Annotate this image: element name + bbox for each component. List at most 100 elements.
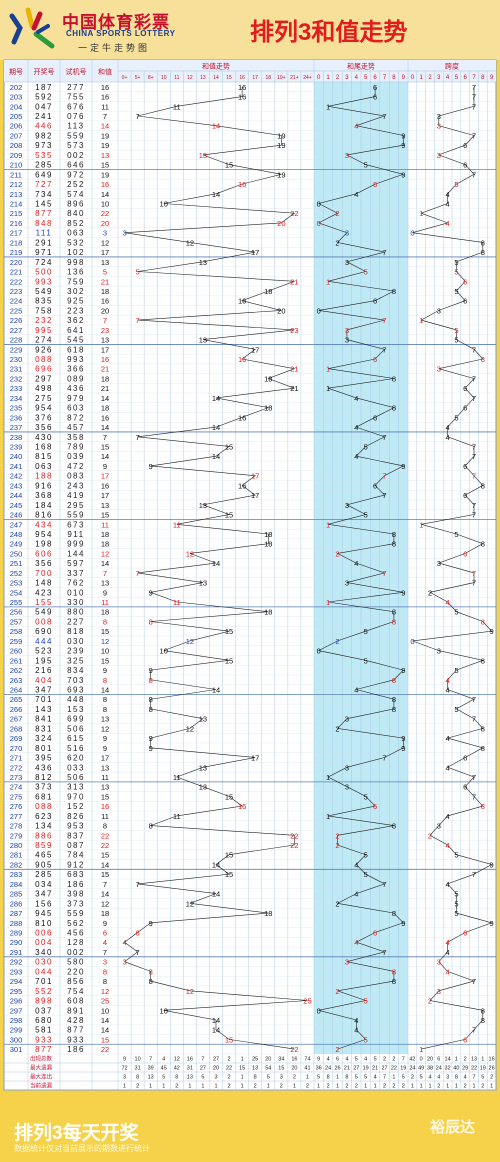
- sum-value: 8: [103, 977, 107, 986]
- stat-span-value: 1: [411, 1084, 414, 1090]
- draw-number: 430: [35, 433, 53, 442]
- span-trend-point: 7: [472, 773, 476, 782]
- test-number: 580: [67, 958, 85, 967]
- test-number: 457: [67, 423, 85, 432]
- tail-trend-point: 7: [382, 248, 386, 257]
- tail-trend-point: 5: [364, 161, 368, 170]
- tail-trend-point: 4: [354, 686, 358, 695]
- test-number: 428: [67, 1016, 85, 1025]
- draw-number: 198: [35, 540, 53, 549]
- issue-number: 270: [10, 744, 23, 753]
- issue-number: 268: [10, 724, 23, 733]
- sum-value: 15: [101, 627, 109, 636]
- draw-number: 188: [35, 472, 53, 481]
- tail-trend-point: 7: [382, 491, 386, 500]
- issue-number: 246: [10, 511, 23, 520]
- test-number: 618: [67, 345, 85, 354]
- test-number: 693: [67, 686, 85, 695]
- draw-number: 690: [35, 627, 53, 636]
- draw-number: 859: [35, 841, 53, 850]
- sum-trend-point: 15: [225, 792, 233, 801]
- sum-value: 15: [101, 870, 109, 879]
- issue-number: 261: [10, 656, 23, 665]
- sum-trend-point: 7: [136, 433, 140, 442]
- draw-number: 047: [35, 102, 53, 111]
- sum-value: 7: [103, 112, 107, 121]
- stat-tail-value: 2: [355, 1084, 358, 1090]
- tail-trend-point: 3: [345, 151, 349, 160]
- span-trend-point: 7: [472, 715, 476, 724]
- stat-tail-value: 1: [336, 1084, 339, 1090]
- tail-trend-point: 6: [373, 481, 377, 490]
- sum-trend-point: 21: [290, 277, 298, 286]
- stat-sum-value: 41: [304, 1066, 310, 1072]
- test-number: 852: [67, 219, 85, 228]
- tail-trend-point: 2: [335, 987, 339, 996]
- sum-value: 8: [103, 822, 107, 831]
- issue-number: 227: [10, 326, 23, 335]
- span-trend-point: 0: [410, 637, 414, 646]
- test-number: 186: [67, 880, 85, 889]
- test-number: 970: [67, 792, 85, 801]
- sum-value: 12: [101, 724, 109, 733]
- sum-value: 12: [101, 987, 109, 996]
- sum-trend-point: 19: [277, 141, 285, 150]
- tail-trend-point: 6: [373, 83, 377, 92]
- issue-number: 283: [10, 870, 23, 879]
- draw-number: 727: [35, 180, 53, 189]
- tail-trend-point: 8: [392, 404, 396, 413]
- sum-trend-point: 14: [212, 452, 220, 461]
- tail-trend-point: 0: [317, 219, 321, 228]
- draw-number: 535: [35, 151, 53, 160]
- test-number: 699: [67, 715, 85, 724]
- tail-trend-point: 4: [354, 938, 358, 947]
- issue-number: 209: [10, 151, 23, 160]
- issue-number: 280: [10, 841, 23, 850]
- column-header-span: 跨度: [445, 62, 459, 71]
- stat-sum-value: 72: [121, 1066, 127, 1072]
- stat-tail-value: 21: [372, 1066, 378, 1072]
- issue-number: 226: [10, 316, 23, 325]
- span-trend-point: 4: [446, 812, 450, 821]
- sum-bucket-label: 15: [226, 75, 232, 81]
- span-trend-point: 7: [472, 472, 476, 481]
- test-number: 030: [67, 637, 85, 646]
- stat-sum-value: 1: [267, 1084, 270, 1090]
- draw-number: 088: [35, 355, 53, 364]
- sum-value: 20: [101, 306, 109, 315]
- sum-trend-point: 8: [149, 967, 153, 976]
- span-trend-point: 6: [463, 404, 467, 413]
- span-trend-point: 3: [437, 647, 441, 656]
- stat-tail-value: 2: [383, 1057, 386, 1063]
- stat-span-value: 29: [462, 1066, 468, 1072]
- tail-trend-point: 3: [345, 958, 349, 967]
- test-number: 911: [67, 530, 84, 539]
- sum-trend-point: 10: [160, 200, 168, 209]
- span-trend-point: 4: [446, 967, 450, 976]
- stat-tail-value: 5: [355, 1057, 358, 1063]
- draw-number: 395: [35, 754, 53, 763]
- stat-sum-value: 2: [254, 1084, 257, 1090]
- sum-bucket-label: 8+: [148, 75, 154, 81]
- issue-number: 293: [10, 967, 23, 976]
- tail-trend-point: 4: [354, 890, 358, 899]
- draw-number: 982: [35, 131, 53, 140]
- test-number: 472: [67, 462, 85, 471]
- sum-value: 12: [101, 899, 109, 908]
- test-number: 574: [67, 190, 85, 199]
- span-trend-point: 6: [463, 277, 467, 286]
- stat-sum-value: 15: [278, 1066, 284, 1072]
- issue-number: 269: [10, 734, 23, 743]
- stat-tail-value: 5: [317, 1075, 320, 1081]
- issue-number: 292: [10, 958, 23, 967]
- span-trend-point: 4: [446, 219, 450, 228]
- test-number: 676: [67, 102, 85, 111]
- stat-sum-value: 31: [135, 1066, 141, 1072]
- span-trend-point: 3: [437, 122, 441, 131]
- issue-number: 294: [10, 977, 23, 986]
- test-number: 573: [67, 141, 85, 150]
- test-number: 856: [67, 977, 85, 986]
- stat-sum-value: 8: [175, 1075, 178, 1081]
- issue-number: 252: [10, 569, 23, 578]
- span-trend-point: 5: [454, 258, 458, 267]
